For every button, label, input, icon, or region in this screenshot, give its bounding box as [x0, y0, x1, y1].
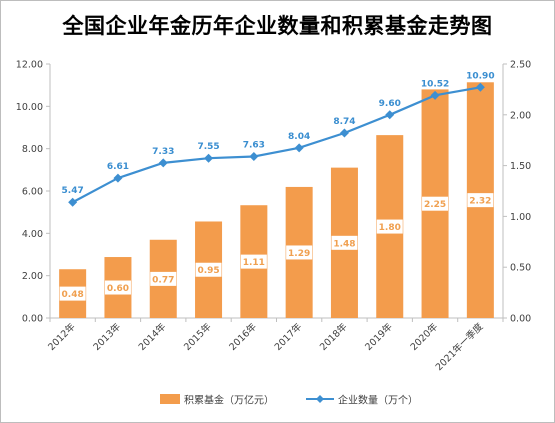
bar-value-label: 1.48 [333, 239, 355, 249]
left-axis-tick-label: 6.00 [22, 187, 43, 198]
line-point [158, 158, 168, 168]
legend-marker [316, 395, 324, 403]
bar-label-box [331, 235, 358, 250]
legend-label-bar: 积累基金（万亿元） [184, 394, 274, 407]
chart-title: 全国企业年金历年企业数量和积累基金走势图 [62, 14, 493, 38]
bar-label-box [195, 262, 222, 277]
x-axis-category-label: 2018年 [317, 320, 350, 353]
line-point [113, 173, 123, 183]
line-value-label: 10.52 [421, 79, 449, 89]
bar-label-box [467, 193, 494, 208]
bar-value-label: 0.95 [197, 266, 219, 276]
line-value-label: 10.90 [466, 71, 494, 81]
line-value-label: 8.04 [288, 132, 310, 142]
line-value-label: 6.61 [107, 162, 129, 172]
bar-label-box [422, 196, 449, 211]
bar-label-box [104, 280, 131, 295]
line-value-label: 7.33 [152, 147, 174, 157]
bar-value-label: 1.80 [379, 223, 401, 233]
x-axis-category-label: 2019年 [363, 320, 396, 353]
right-axis-tick-label: 2.00 [510, 110, 531, 121]
right-axis-tick-label: 1.50 [510, 161, 531, 172]
x-axis-category-label: 2020年 [408, 320, 441, 353]
line-point [204, 153, 214, 163]
line-value-label: 7.63 [243, 140, 265, 150]
right-axis-tick-label: 0.00 [510, 314, 531, 325]
x-axis-category-label: 2017年 [272, 320, 305, 353]
line-point [339, 128, 349, 138]
bar-value-label: 0.60 [107, 284, 129, 294]
bar-value-label: 0.77 [152, 275, 174, 285]
line-point [249, 151, 259, 161]
bar-label-box [286, 245, 313, 260]
x-axis-category-label: 2012年 [45, 320, 78, 353]
x-axis-category-label: 2021年一季度 [433, 320, 486, 373]
line-enterprise-count [72, 86, 481, 204]
left-axis-tick-label: 12.00 [16, 60, 43, 71]
legend-swatch-bar [160, 394, 180, 404]
line-value-label: 7.55 [197, 142, 219, 152]
right-axis-tick-label: 2.50 [510, 60, 531, 71]
bar-value-label: 1.11 [243, 258, 265, 268]
left-axis-tick-label: 8.00 [22, 144, 43, 155]
bar-label-box [150, 271, 177, 286]
bar-label-box [376, 219, 403, 234]
left-axis-tick-label: 10.00 [16, 102, 43, 113]
bar-value-label: 2.32 [469, 197, 491, 207]
line-point [68, 197, 78, 207]
left-axis-tick-label: 0.00 [22, 314, 43, 325]
x-axis-category-label: 2013年 [91, 320, 124, 353]
x-axis-category-label: 2015年 [181, 320, 214, 353]
line-point [475, 82, 485, 92]
line-point [385, 110, 395, 120]
bar-value-label: 0.48 [62, 290, 84, 300]
bar-value-label: 1.29 [288, 249, 310, 259]
left-axis-tick-label: 4.00 [22, 229, 43, 240]
line-point [430, 90, 440, 100]
line-value-label: 8.74 [333, 117, 355, 127]
line-point [294, 143, 304, 153]
left-axis-tick-label: 2.00 [22, 271, 43, 282]
x-axis-category-label: 2014年 [136, 320, 169, 353]
right-axis-tick-label: 0.50 [510, 263, 531, 274]
line-value-label: 9.60 [379, 99, 401, 109]
right-axis-tick-label: 1.00 [510, 212, 531, 223]
legend-label-line: 企业数量（万个） [338, 394, 418, 407]
line-value-label: 5.47 [62, 186, 84, 196]
x-axis-category-label: 2016年 [227, 320, 260, 353]
bar-label-box [59, 286, 86, 301]
bar-label-box [240, 254, 267, 269]
bar-value-label: 2.25 [424, 200, 446, 210]
